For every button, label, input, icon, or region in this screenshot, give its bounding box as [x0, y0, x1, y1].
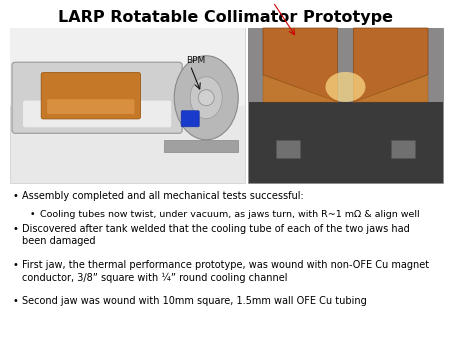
Ellipse shape [174, 56, 238, 140]
FancyBboxPatch shape [164, 140, 238, 152]
Text: •: • [12, 191, 18, 201]
Polygon shape [263, 74, 338, 102]
Bar [276, 140, 300, 158]
Text: •: • [12, 224, 18, 234]
Bar [248, 28, 443, 102]
FancyBboxPatch shape [181, 111, 199, 127]
Text: Discovered after tank welded that the cooling tube of each of the two jaws had
b: Discovered after tank welded that the co… [22, 224, 410, 246]
Bar [248, 28, 443, 183]
Text: LARP Rotatable Collimator Prototype: LARP Rotatable Collimator Prototype [58, 10, 392, 25]
FancyBboxPatch shape [41, 73, 140, 119]
Polygon shape [354, 28, 428, 102]
Bar [391, 140, 415, 158]
Bar [10, 28, 245, 183]
FancyBboxPatch shape [23, 100, 171, 127]
FancyBboxPatch shape [12, 62, 182, 133]
Polygon shape [263, 28, 338, 102]
Text: BPM: BPM [186, 56, 206, 65]
Polygon shape [354, 74, 428, 102]
Text: Assembly completed and all mechanical tests successful:: Assembly completed and all mechanical te… [22, 191, 304, 201]
Ellipse shape [325, 72, 365, 102]
Ellipse shape [190, 77, 222, 119]
Bar [10, 28, 245, 105]
Circle shape [198, 90, 214, 106]
Text: •: • [12, 260, 18, 270]
Text: Second jaw was wound with 10mm square, 1.5mm wall OFE Cu tubing: Second jaw was wound with 10mm square, 1… [22, 296, 367, 306]
Text: First jaw, the thermal performance prototype, was wound with non-OFE Cu magnet
c: First jaw, the thermal performance proto… [22, 260, 429, 283]
Text: •: • [30, 210, 36, 219]
Text: Cooling tubes now twist, under vacuum, as jaws turn, with R~1 mΩ & align well: Cooling tubes now twist, under vacuum, a… [40, 210, 419, 219]
FancyBboxPatch shape [47, 99, 135, 114]
Text: •: • [12, 296, 18, 306]
